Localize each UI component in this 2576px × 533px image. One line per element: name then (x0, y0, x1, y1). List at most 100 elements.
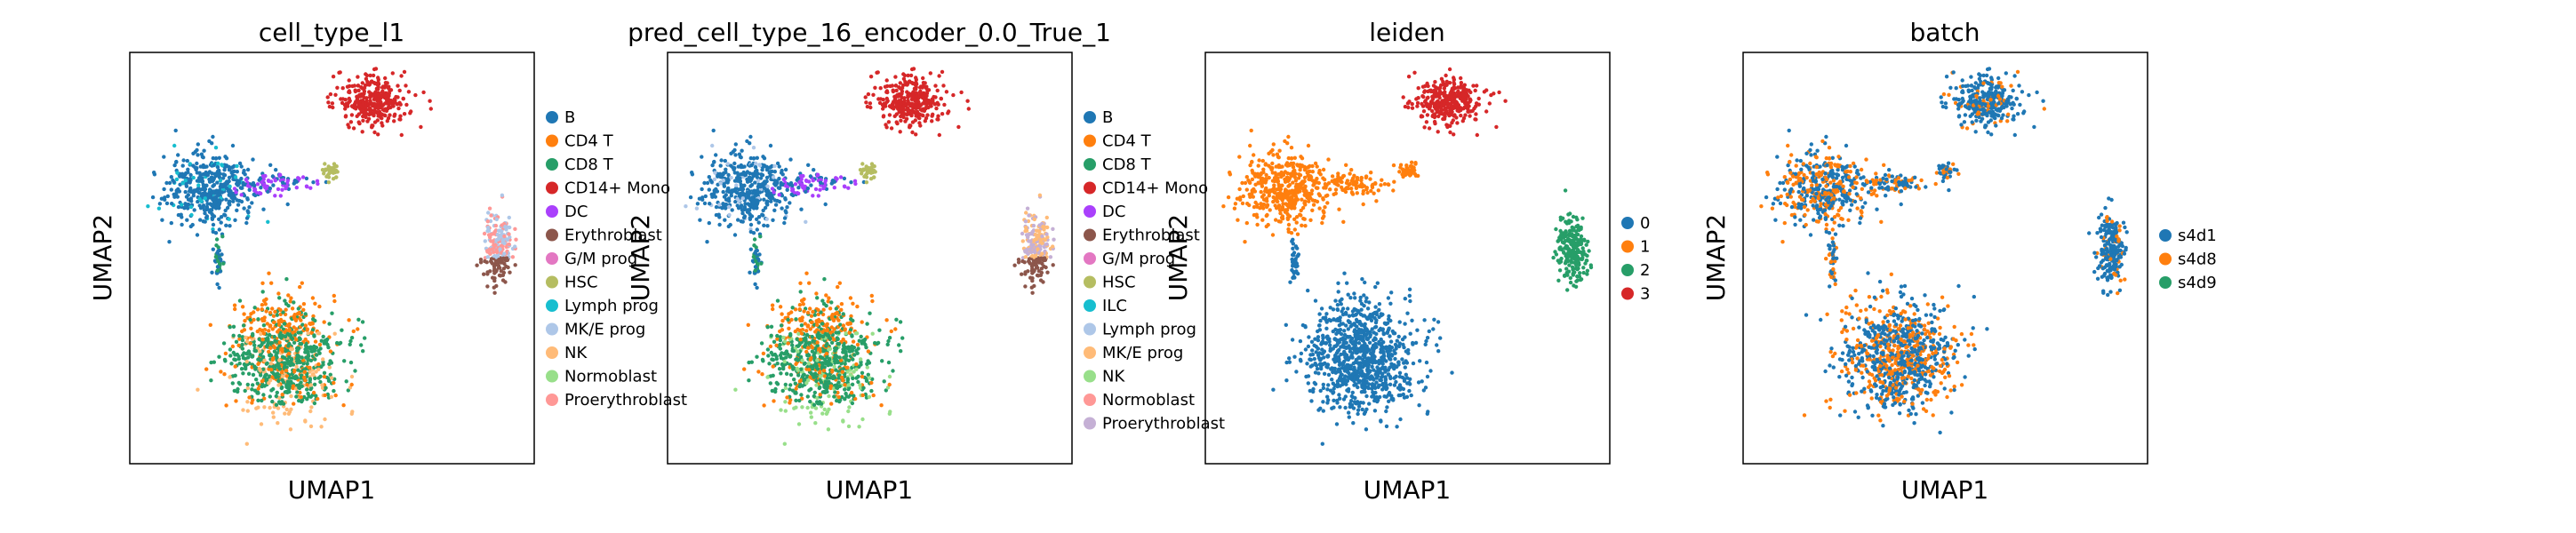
data-point (508, 225, 512, 230)
data-point (732, 233, 738, 237)
data-point (233, 218, 237, 222)
data-point (323, 393, 327, 398)
data-point (866, 91, 871, 97)
data-point (1289, 231, 1294, 235)
data-point (184, 195, 189, 199)
data-point (758, 235, 763, 239)
data-point (1271, 142, 1276, 147)
data-point (840, 375, 844, 380)
legend-label: Normoblast (1102, 391, 1195, 410)
data-point (914, 132, 918, 137)
data-point (372, 130, 377, 135)
data-point (281, 180, 285, 185)
data-point (493, 263, 498, 267)
data-point (356, 120, 361, 124)
data-point (310, 328, 316, 332)
data-point (787, 326, 791, 330)
data-point (772, 190, 776, 195)
data-point (280, 187, 284, 192)
data-point (782, 220, 787, 226)
data-point (835, 386, 839, 390)
data-point (373, 67, 379, 71)
data-point (310, 322, 315, 326)
data-point (1316, 180, 1322, 186)
data-point (239, 176, 244, 181)
data-point (1289, 146, 1294, 150)
data-point (245, 409, 250, 413)
data-point (1453, 93, 1458, 99)
data-point (821, 369, 827, 373)
data-point (188, 197, 192, 203)
data-point (244, 177, 249, 182)
data-point (294, 364, 299, 369)
data-point (220, 163, 225, 168)
data-point (322, 370, 327, 375)
data-point (805, 324, 810, 329)
data-point (227, 168, 232, 172)
data-point (360, 99, 365, 103)
data-point (740, 196, 745, 201)
legend-marker (546, 346, 558, 359)
data-point (406, 90, 412, 94)
data-point (965, 99, 970, 103)
data-point (830, 313, 835, 317)
data-point (891, 369, 895, 373)
data-point (871, 92, 876, 98)
data-point (783, 196, 788, 201)
data-point (866, 349, 871, 354)
data-point (805, 346, 811, 350)
data-point (246, 371, 252, 376)
data-point (329, 376, 334, 380)
data-point (1251, 171, 1255, 175)
data-point (1294, 220, 1299, 225)
data-point (286, 344, 291, 348)
data-point (347, 78, 351, 83)
data-point (759, 261, 764, 266)
data-point (1401, 95, 1405, 99)
data-point (748, 211, 752, 217)
data-point (272, 346, 277, 350)
data-point (376, 77, 380, 82)
data-point (241, 408, 245, 412)
data-point (176, 153, 180, 157)
data-point (305, 387, 309, 392)
data-point (224, 223, 228, 227)
data-point (700, 187, 704, 192)
data-point (217, 285, 221, 290)
data-point (761, 351, 766, 356)
data-point (845, 365, 850, 370)
scatter-points (146, 67, 518, 446)
data-point (935, 100, 940, 106)
data-point (1453, 99, 1459, 104)
data-point (276, 378, 281, 384)
data-point (1503, 99, 1508, 103)
data-point (775, 333, 780, 338)
data-point (265, 338, 269, 343)
data-point (772, 399, 776, 403)
data-point (781, 177, 787, 182)
data-point (205, 207, 210, 211)
data-point (186, 203, 190, 208)
data-point (239, 164, 244, 169)
data-point (247, 187, 252, 192)
data-point (211, 184, 215, 188)
data-point (306, 391, 310, 396)
data-point (833, 353, 837, 357)
data-point (729, 194, 733, 198)
data-point (1420, 94, 1425, 99)
data-point (771, 364, 775, 369)
data-point (392, 119, 396, 123)
data-point (1431, 84, 1436, 88)
data-point (763, 205, 768, 211)
data-point (382, 108, 387, 113)
data-point (920, 113, 924, 117)
data-point (1484, 109, 1489, 114)
data-point (1451, 118, 1456, 123)
data-point (295, 390, 300, 394)
data-point (291, 330, 295, 335)
data-point (276, 363, 281, 369)
data-point (235, 163, 239, 169)
data-point (1286, 134, 1291, 139)
data-point (808, 357, 812, 362)
